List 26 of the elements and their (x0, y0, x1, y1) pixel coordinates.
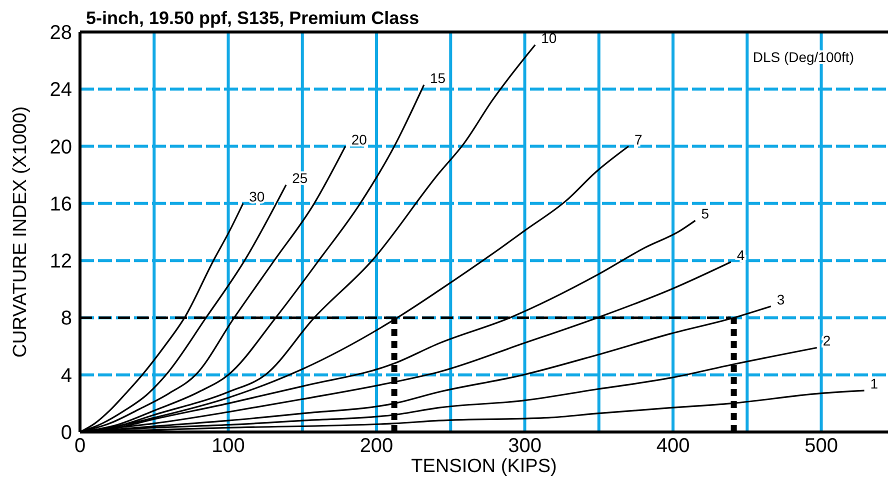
x-tick-label: 400 (656, 435, 690, 457)
y-axis-title: CURVATURE INDEX (X1000) (10, 106, 31, 358)
x-tick-label: 0 (74, 435, 86, 457)
chart-title: 5-inch, 19.50 ppf, S135, Premium Class (86, 8, 420, 28)
series-label: 10 (541, 30, 557, 46)
series-label: 7 (634, 131, 643, 148)
y-tick-label: 12 (50, 250, 72, 273)
series-label: 20 (351, 131, 368, 148)
series-label: 3 (776, 291, 785, 308)
y-tick-label: 8 (60, 308, 72, 330)
y-tick-label: 16 (50, 193, 72, 216)
series-label: 1 (870, 376, 878, 392)
series-label: 4 (736, 247, 745, 263)
y-tick-label: 24 (50, 79, 72, 102)
x-tick-label: 100 (212, 435, 245, 457)
y-tick-label: 4 (60, 364, 72, 387)
x-tick-label: 200 (360, 435, 394, 457)
series-label: 5 (701, 206, 710, 222)
x-axis-title: TENSION (KIPS) (411, 456, 557, 477)
y-tick-label: 20 (50, 136, 72, 158)
y-tick-label: 28 (50, 22, 72, 44)
x-tick-label: 300 (508, 435, 542, 457)
x-tick-label: 500 (804, 435, 838, 457)
series-label: 30 (249, 188, 265, 204)
series-label: 15 (430, 70, 446, 86)
series-label: 2 (822, 332, 831, 349)
